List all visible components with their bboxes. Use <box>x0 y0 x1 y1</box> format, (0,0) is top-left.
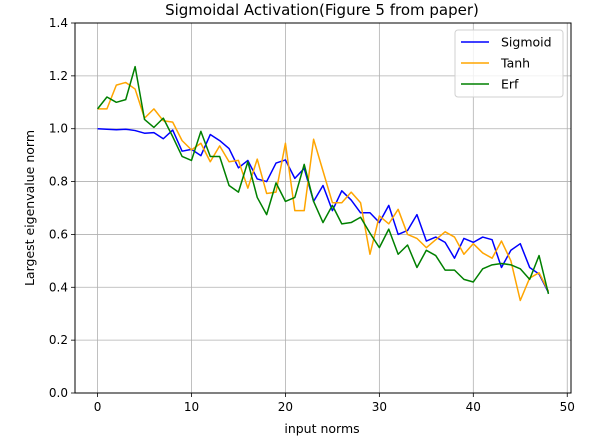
series-line-sigmoid <box>97 127 550 293</box>
y-tick-label: 0.4 <box>49 280 68 294</box>
x-tick-label: 30 <box>372 400 387 414</box>
series-line-tanh <box>97 81 550 302</box>
y-tick-label: 0.2 <box>49 333 68 347</box>
legend-label-tanh: Tanh <box>500 56 530 71</box>
legend-label-erf: Erf <box>501 77 519 92</box>
chart-title: Sigmoidal Activation(Figure 5 from paper… <box>165 1 479 19</box>
legend-label-sigmoid: Sigmoid <box>501 35 552 50</box>
x-tick-label: 0 <box>94 400 102 414</box>
y-tick-label: 1.2 <box>49 69 68 83</box>
legend: Sigmoid Tanh Erf <box>454 29 564 98</box>
series-line-erf <box>96 65 550 295</box>
x-tick-label: 10 <box>184 400 199 414</box>
x-tick-label: 20 <box>278 400 293 414</box>
series-layer <box>96 65 550 302</box>
y-tick-label: 0.8 <box>49 175 68 189</box>
x-tick-label: 50 <box>560 400 575 414</box>
x-axis-label: input norms <box>284 421 359 436</box>
x-axis: 0 10 20 30 40 50 <box>94 393 575 414</box>
y-tick-label: 0.0 <box>49 386 68 400</box>
legend-box <box>454 29 564 98</box>
y-axis: 0.0 0.2 0.4 0.6 0.8 1.0 1.2 1.4 <box>49 16 75 400</box>
y-tick-label: 0.6 <box>49 227 68 241</box>
y-tick-label: 1.4 <box>49 16 68 30</box>
y-axis-label: Largest eigenvalue norm <box>22 130 37 286</box>
plot-frame <box>74 22 572 394</box>
x-tick-label: 40 <box>466 400 481 414</box>
y-tick-label: 1.0 <box>49 122 68 136</box>
